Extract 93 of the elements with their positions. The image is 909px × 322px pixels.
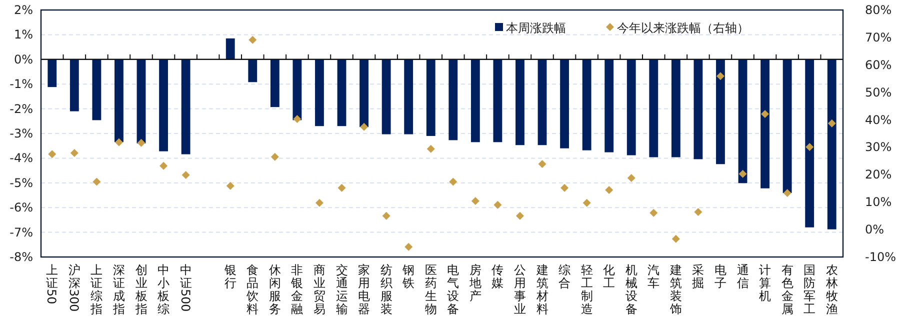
x-tick-label: 化工 (603, 263, 616, 290)
x-tick-label: 综合 (558, 263, 571, 290)
point (694, 208, 702, 216)
point (182, 170, 190, 179)
point (137, 138, 146, 147)
x-tick-label: 食品饮料 (246, 263, 259, 316)
point (382, 212, 390, 220)
point (494, 200, 502, 209)
x-tick-label: 家用电器 (358, 263, 370, 316)
y-tick-label: -2% (10, 102, 33, 116)
y2-tick-label: 40% (865, 112, 892, 127)
point (560, 184, 569, 192)
y-tick-label: -4% (10, 151, 33, 166)
point (806, 142, 814, 151)
x-tick-label: 银行 (224, 263, 236, 290)
point (404, 242, 413, 251)
x-tick-label: 上证综指 (90, 263, 103, 316)
y-tick-label: 2% (14, 3, 33, 17)
x-tick-label: 农林牧渔 (826, 263, 838, 316)
point (48, 150, 56, 158)
x-tick-label: 计算机 (759, 263, 772, 303)
point (70, 148, 78, 157)
x-tick-label: 沪深300 (66, 263, 81, 312)
y-tick-label: -3% (10, 126, 33, 140)
point (738, 170, 747, 178)
x-tick-label: 采掘 (692, 263, 704, 290)
legend-label: 本周涨跌幅 (506, 21, 566, 35)
x-tick-label: 通信 (736, 263, 749, 290)
point (114, 138, 123, 146)
x-tick-label: 汽车 (648, 263, 660, 290)
point (92, 178, 101, 186)
point (248, 36, 257, 44)
point (160, 162, 168, 170)
point (315, 198, 324, 207)
y2-tick-label: 30% (865, 140, 892, 154)
point (828, 119, 836, 128)
point (582, 198, 591, 207)
x-tick-label: 轻工制造 (580, 263, 593, 316)
point (360, 122, 368, 131)
x-tick-label: 有色金属 (781, 263, 794, 316)
legend-label: 今年以来涨跌幅（右轴） (617, 21, 749, 35)
x-tick-label: 电子 (714, 263, 726, 290)
x-tick-label: 钢铁 (402, 263, 415, 290)
point (672, 234, 680, 243)
point (293, 114, 302, 123)
x-tick-label: 公用事业 (514, 263, 526, 316)
x-tick-label: 机械设备 (625, 263, 638, 316)
x-tick-label: 深证成指 (112, 263, 125, 316)
x-tick-label: 房地产 (469, 263, 482, 303)
y-tick-label: -5% (10, 176, 33, 190)
x-tick-label: 上证50 (44, 263, 59, 304)
point (716, 72, 724, 80)
y2-tick-label: -10% (865, 250, 896, 264)
y2-tick-label: 0% (865, 222, 884, 237)
y2-tick-label: 20% (865, 168, 892, 182)
x-tick-label: 商业贸易 (313, 263, 326, 316)
point (270, 152, 279, 161)
x-tick-label: 电气设备 (447, 263, 460, 316)
y2-tick-label: 80% (865, 3, 892, 17)
y-tick-label: 0% (14, 52, 33, 66)
point (650, 208, 658, 217)
y-tick-label: -7% (10, 225, 33, 240)
x-tick-label: 中小板综 (158, 263, 170, 316)
y2-tick-label: 50% (865, 85, 892, 100)
point (783, 189, 792, 198)
point (449, 178, 458, 186)
x-tick-label: 非银金融 (291, 263, 304, 316)
y2-tick-label: 10% (865, 195, 892, 210)
y-tick-label: -1% (10, 77, 33, 92)
x-tick-label: 中证500 (178, 263, 192, 312)
point (627, 174, 636, 182)
y-tick-label: 1% (14, 28, 33, 42)
point (605, 186, 614, 194)
point (338, 184, 346, 192)
x-tick-label: 交通运输 (336, 263, 348, 316)
x-tick-label: 医药生物 (424, 263, 437, 316)
x-tick-label: 休闲服务 (268, 263, 281, 316)
x-tick-label: 传媒 (492, 263, 504, 290)
x-tick-label: 纺织服装 (380, 263, 392, 316)
point (516, 212, 524, 220)
y2-tick-label: 70% (865, 30, 892, 44)
point (471, 197, 480, 206)
x-tick-label: 建筑装饰 (670, 263, 682, 316)
x-tick-label: 创业板指 (135, 263, 148, 316)
x-tick-label: 建筑材料 (536, 263, 548, 316)
y-tick-label: -8% (10, 250, 33, 264)
point (761, 110, 770, 118)
x-tick-label: 国防军工 (804, 263, 816, 316)
y2-tick-label: 60% (865, 58, 892, 72)
y-tick-label: -6% (10, 200, 33, 215)
point (538, 160, 546, 168)
point (226, 182, 234, 190)
point (426, 144, 435, 153)
